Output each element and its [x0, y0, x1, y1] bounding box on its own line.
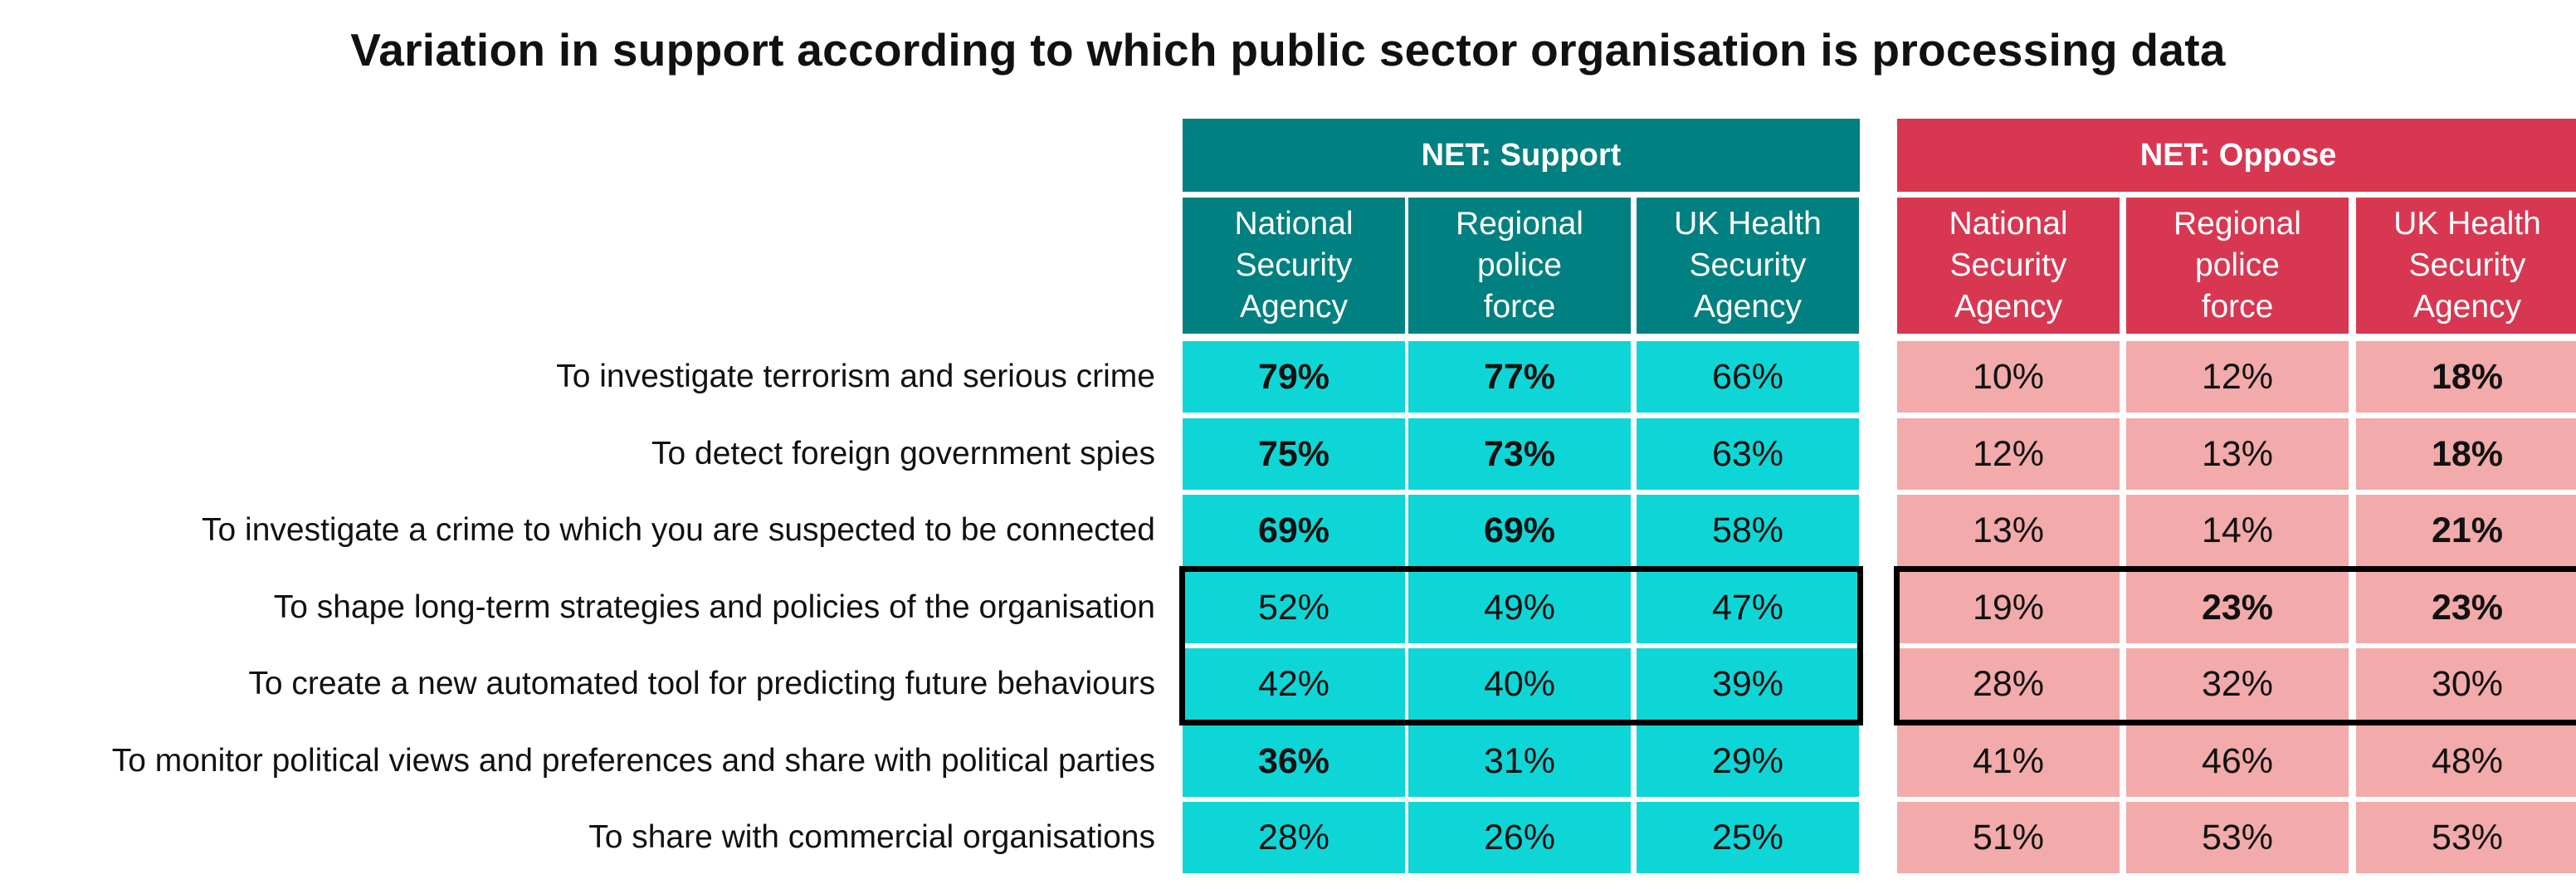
- support-cell: 26%: [1408, 802, 1631, 873]
- oppose-cell: 53%: [2356, 802, 2576, 873]
- column-header: Regional police force: [1408, 198, 1631, 334]
- oppose-cell: 18%: [2356, 418, 2576, 490]
- oppose-cell: 13%: [1897, 495, 2120, 566]
- support-cell: 79%: [1183, 341, 1405, 413]
- oppose-cell: 23%: [2126, 572, 2349, 643]
- oppose-cell: 13%: [2126, 418, 2349, 490]
- oppose-cell: 53%: [2126, 802, 2349, 873]
- support-cell: 49%: [1408, 572, 1631, 643]
- oppose-group-header: NET: Oppose: [1897, 119, 2576, 192]
- oppose-cell: 30%: [2356, 648, 2576, 720]
- row-label: To share with commercial organisations: [588, 819, 1155, 855]
- support-cell: 25%: [1637, 802, 1859, 873]
- column-header: National Security Agency: [1183, 198, 1405, 334]
- support-cell: 63%: [1637, 418, 1859, 490]
- row-label: To monitor political views and preferenc…: [111, 743, 1155, 779]
- support-group-header: NET: Support: [1183, 119, 1860, 192]
- oppose-cell: 28%: [1897, 648, 2120, 720]
- column-header: National Security Agency: [1897, 198, 2120, 334]
- oppose-cell: 48%: [2356, 725, 2576, 797]
- row-label: To investigate a crime to which you are …: [202, 512, 1155, 548]
- support-cell: 29%: [1637, 725, 1859, 797]
- support-cell: 36%: [1183, 725, 1405, 797]
- oppose-cell: 41%: [1897, 725, 2120, 797]
- oppose-cell: 10%: [1897, 341, 2120, 413]
- oppose-cell: 18%: [2356, 341, 2576, 413]
- row-label: To detect foreign government spies: [651, 436, 1155, 471]
- support-cell: 69%: [1183, 495, 1405, 566]
- oppose-cell: 12%: [1897, 418, 2120, 490]
- oppose-cell: 23%: [2356, 572, 2576, 643]
- support-cell: 75%: [1183, 418, 1405, 490]
- oppose-cell: 46%: [2126, 725, 2349, 797]
- oppose-cell: 32%: [2126, 648, 2349, 720]
- support-cell: 42%: [1183, 648, 1405, 720]
- row-label: To create a new automated tool for predi…: [248, 666, 1155, 701]
- column-header: UK Health Security Agency: [2356, 198, 2576, 334]
- row-label: To shape long-term strategies and polici…: [273, 589, 1155, 625]
- oppose-cell: 51%: [1897, 802, 2120, 873]
- support-cell: 66%: [1637, 341, 1859, 413]
- chart-title: Variation in support according to which …: [350, 24, 2226, 76]
- oppose-cell: 12%: [2126, 341, 2349, 413]
- support-cell: 52%: [1183, 572, 1405, 643]
- support-cell: 28%: [1183, 802, 1405, 873]
- oppose-cell: 21%: [2356, 495, 2576, 566]
- support-cell: 58%: [1637, 495, 1859, 566]
- row-label: To investigate terrorism and serious cri…: [556, 359, 1155, 394]
- support-cell: 40%: [1408, 648, 1631, 720]
- support-cell: 69%: [1408, 495, 1631, 566]
- support-cell: 31%: [1408, 725, 1631, 797]
- column-header: Regional police force: [2126, 198, 2349, 334]
- support-cell: 77%: [1408, 341, 1631, 413]
- support-cell: 47%: [1637, 572, 1859, 643]
- support-cell: 39%: [1637, 648, 1859, 720]
- column-header: UK Health Security Agency: [1637, 198, 1859, 334]
- support-cell: 73%: [1408, 418, 1631, 490]
- oppose-cell: 19%: [1897, 572, 2120, 643]
- oppose-cell: 14%: [2126, 495, 2349, 566]
